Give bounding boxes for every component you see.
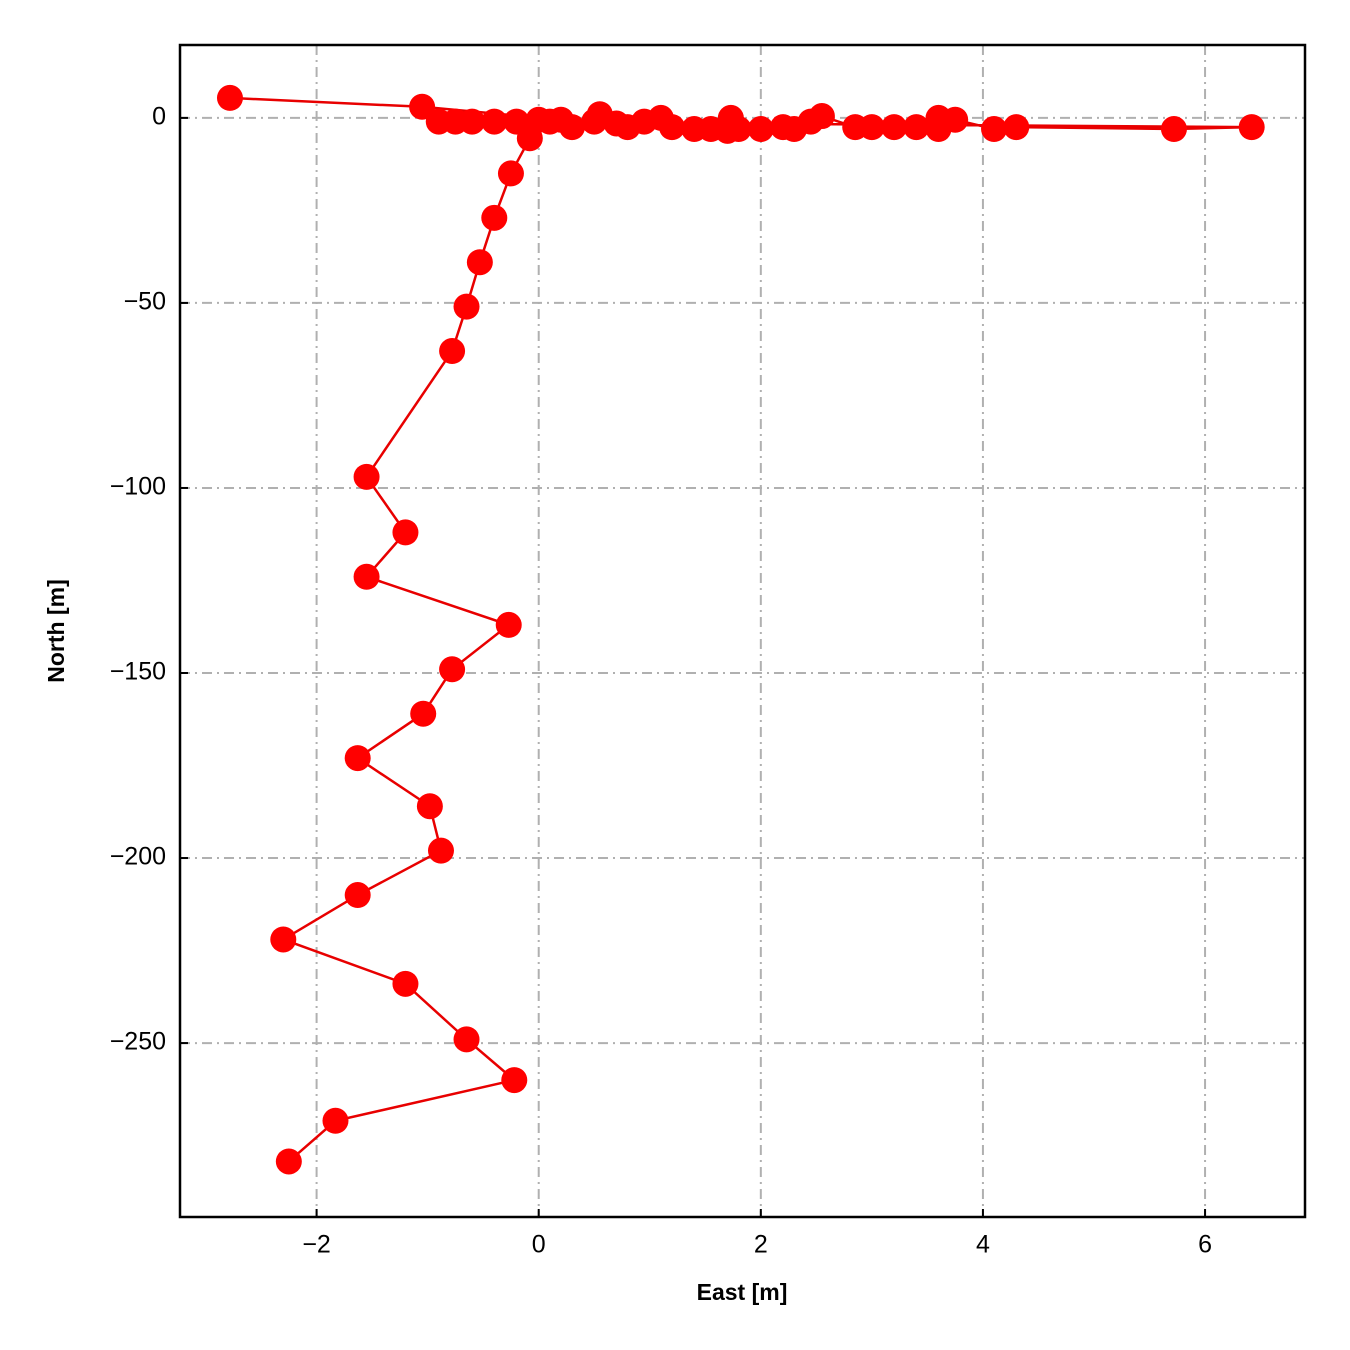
marker (416, 793, 443, 820)
marker (353, 463, 380, 490)
marker (503, 108, 530, 135)
marker (981, 116, 1008, 143)
marker (459, 108, 486, 135)
marker (658, 114, 685, 141)
marker (1238, 114, 1265, 141)
y-tick-label: −50 (124, 288, 166, 316)
marker (903, 114, 930, 141)
y-tick-label: 0 (152, 103, 166, 131)
y-axis-label: North [m] (43, 579, 69, 682)
y-tick-label: −100 (110, 473, 166, 501)
marker (344, 745, 371, 772)
marker (344, 882, 371, 909)
marker (495, 611, 522, 638)
marker (409, 93, 436, 120)
plot-frame (178, 43, 1307, 1219)
x-tick-label: 6 (1198, 1231, 1212, 1259)
y-tick-label: −150 (110, 658, 166, 686)
marker (747, 116, 774, 143)
marker (1160, 116, 1187, 143)
x-axis-label: East [m] (697, 1279, 788, 1305)
marker (1003, 114, 1030, 141)
marker (410, 700, 437, 727)
marker (392, 970, 419, 997)
marker (725, 116, 752, 143)
marker (322, 1107, 349, 1134)
marker (392, 519, 419, 546)
marker (466, 249, 493, 276)
marker (497, 160, 524, 187)
marker (439, 338, 466, 365)
marker (525, 106, 552, 133)
x-tick-label: 4 (976, 1231, 990, 1259)
marker (881, 114, 908, 141)
y-tick-label: −200 (110, 843, 166, 871)
marker (547, 106, 574, 133)
marker (942, 106, 969, 133)
marker (453, 1026, 480, 1053)
marker (439, 656, 466, 683)
marker (353, 563, 380, 590)
marker (453, 293, 480, 320)
marker (481, 108, 508, 135)
marker (481, 204, 508, 231)
x-tick-label: −2 (302, 1231, 331, 1259)
marker (270, 926, 297, 953)
marker (427, 837, 454, 864)
line (229, 96, 1252, 1163)
x-tick-label: 0 (532, 1231, 546, 1259)
marker (858, 114, 885, 141)
y-tick-label: −250 (110, 1028, 166, 1056)
x-tick-label: 2 (754, 1231, 768, 1259)
marker (501, 1067, 528, 1094)
marker (216, 84, 243, 111)
marker (808, 103, 835, 130)
marker (275, 1148, 302, 1175)
